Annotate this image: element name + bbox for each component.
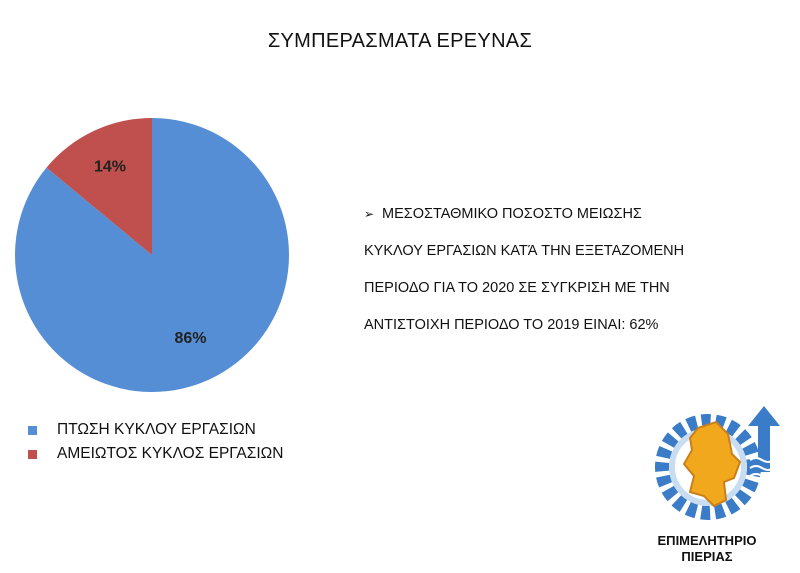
pie-slice-decline xyxy=(14,118,290,392)
logo-line-1: ΕΠΙΜΕΛΗΤΗΡΙΟ xyxy=(657,533,757,548)
chart-legend: ΠΤΩΣΗ ΚΥΚΛΟΥ ΕΡΓΑΣΙΩΝ ΑΜΕΙΩΤΟΣ ΚΥΚΛΟΣ ΕΡ… xyxy=(28,418,283,466)
logo-line-2: ΠΙΕΡΙΑΣ xyxy=(681,549,733,564)
summary-text-1: ΜΕΣΟΣΤΑΘΜΙΚΟ ΠΟΣΟΣΤΟ ΜΕΙΩΣΗΣ xyxy=(382,206,642,222)
arrow-bullet-icon: ➢ xyxy=(364,207,375,221)
legend-swatch-decline xyxy=(28,425,37,435)
page-title: ΣΥΜΠΕΡΑΣΜΑΤΑ ΕΡΕΥΝΑΣ xyxy=(267,30,533,52)
legend-item-decline: ΠΤΩΣΗ ΚΥΚΛΟΥ ΕΡΓΑΣΙΩΝ xyxy=(28,418,283,442)
summary-line-3: ΠΕΡΙΟΔΟ ΓΙΑ ΤΟ 2020 ΣΕ ΣΥΓΚΡΙΣΗ ΜΕ ΤΗΝ xyxy=(364,280,670,296)
legend-label-unchanged: ΑΜΕΙΩΤΟΣ ΚΥΚΛΟΣ ΕΡΓΑΣΙΩΝ xyxy=(57,445,284,462)
summary-line-2: ΚΥΚΛΟΥ ΕΡΓΑΣΙΩΝ ΚΑΤΆ ΤΗΝ ΕΞΕΤΑΖΟΜΕΝΗ xyxy=(364,243,685,259)
legend-swatch-unchanged xyxy=(28,449,37,459)
summary-line-1: ➢ ΜΕΣΟΣΤΑΘΜΙΚΟ ΠΟΣΟΣΤΟ ΜΕΙΩΣΗΣ xyxy=(364,196,784,233)
summary-line-4: ΑΝΤΙΣΤΟΙΧΗ ΠΕΡΙΟΔΟ ΤΟ 2019 ΕΙΝΑΙ: 62% xyxy=(364,317,659,333)
legend-item-unchanged: ΑΜΕΙΩΤΟΣ ΚΥΚΛΟΣ ΕΡΓΑΣΙΩΝ xyxy=(28,442,283,466)
pie-chart: 86% 14% xyxy=(14,118,290,392)
pie-label-decline: 86% xyxy=(174,330,206,347)
chamber-logo-icon xyxy=(655,406,780,520)
logo-text: ΕΠΙΜΕΛΗΤΗΡΙΟ ΠΙΕΡΙΑΣ xyxy=(632,533,782,565)
legend-label-decline: ΠΤΩΣΗ ΚΥΚΛΟΥ ΕΡΓΑΣΙΩΝ xyxy=(57,421,256,438)
pie-slice-unchanged xyxy=(46,118,153,255)
pie-label-unchanged: 14% xyxy=(94,159,126,176)
summary-text: ➢ ΜΕΣΟΣΤΑΘΜΙΚΟ ΠΟΣΟΣΤΟ ΜΕΙΩΣΗΣ ΚΥΚΛΟΥ ΕΡΓ… xyxy=(364,196,784,344)
